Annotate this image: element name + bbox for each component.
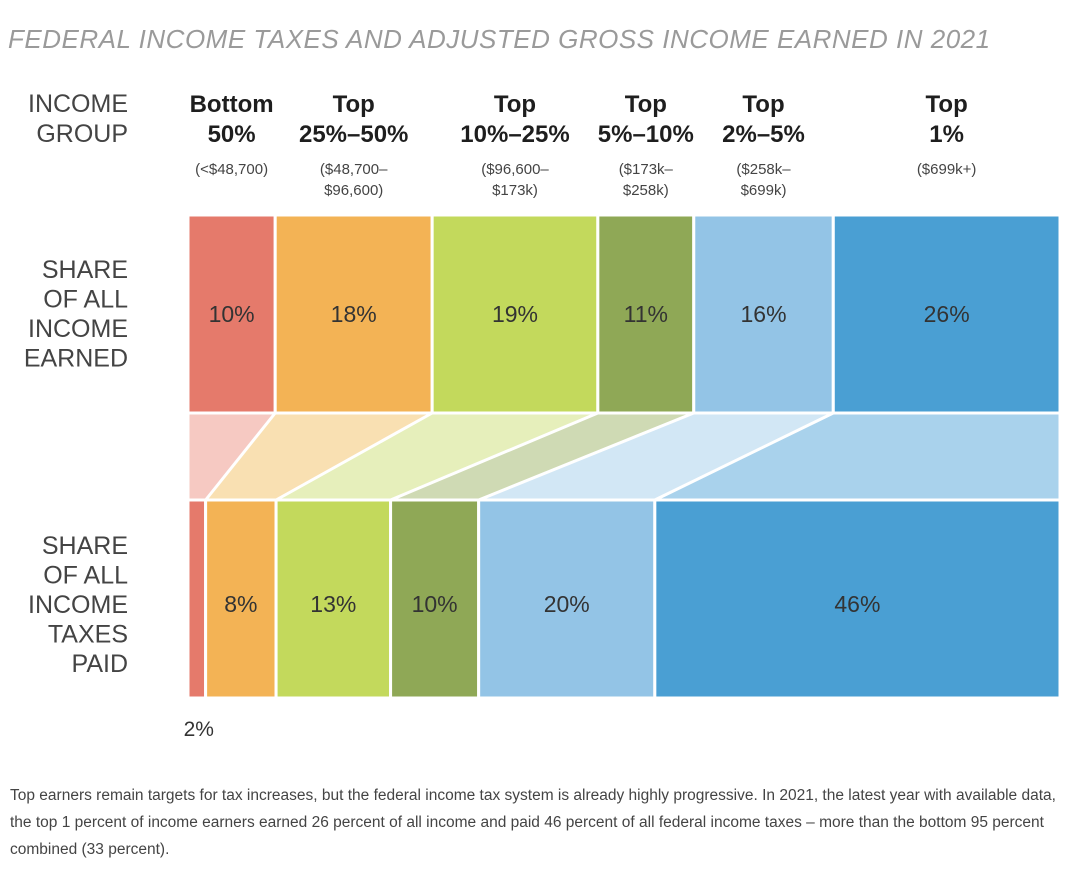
tax-bar-2 (204, 498, 278, 700)
group-name-label: 1% (929, 121, 964, 148)
income-group-header: GROUP (36, 120, 128, 148)
group-range-label: ($96,600– (481, 161, 549, 178)
tax-row-label: INCOME (28, 591, 128, 619)
group-range-label: $258k) (623, 182, 669, 199)
connector-separator (478, 411, 695, 502)
connector-2 (205, 413, 433, 500)
group-name-label: 2%–5% (722, 121, 805, 148)
connector-separator (275, 411, 433, 502)
group-name-label: Top (625, 91, 667, 118)
connector-4 (390, 413, 694, 500)
income-value-label: 19% (492, 301, 538, 327)
income-value-label: 11% (624, 301, 668, 327)
income-value-label: 10% (209, 301, 255, 327)
tax-row-label: PAID (72, 650, 129, 678)
group-name-label: Top (926, 91, 968, 118)
group-name-label: 50% (208, 121, 256, 148)
connector-separator (390, 411, 599, 502)
income-bar-1 (186, 213, 277, 415)
income-value-label: 16% (740, 301, 786, 327)
tax-value-label: 13% (310, 591, 356, 617)
connector-3 (276, 413, 598, 500)
connector-separator (204, 412, 277, 501)
income-bar-2 (273, 213, 434, 415)
group-name-label: Top (333, 91, 375, 118)
tax-value-label: 20% (544, 591, 590, 617)
group-name-label: Top (494, 91, 536, 118)
tax-row-label: TAXES (48, 621, 128, 649)
connector-6 (654, 413, 1060, 500)
group-name-label: 25%–50% (299, 121, 408, 148)
tax-value-label: 8% (224, 591, 257, 617)
income-bar-6 (831, 213, 1062, 415)
tax-bar-5 (477, 498, 657, 700)
income-row-label: INCOME (28, 315, 128, 343)
tax-value-label: 2% (184, 718, 214, 741)
connector-1 (188, 413, 276, 500)
group-name-label: 10%–25% (460, 121, 569, 148)
tax-row-label: OF ALL (43, 562, 128, 590)
income-row-label: EARNED (24, 345, 128, 373)
group-range-label: $173k) (492, 182, 538, 199)
group-range-label: ($258k– (736, 161, 791, 178)
income-value-label: 26% (924, 301, 970, 327)
group-name-label: Bottom (190, 91, 274, 118)
group-range-label: ($173k– (619, 161, 674, 178)
income-row-label: OF ALL (43, 286, 128, 314)
tax-bar-6 (653, 498, 1062, 700)
group-name-label: 5%–10% (598, 121, 694, 148)
group-range-label: $699k) (741, 182, 787, 199)
group-range-label: $96,600) (324, 182, 383, 199)
group-range-label: ($48,700– (320, 161, 388, 178)
connector-separator (654, 411, 834, 502)
tax-value-label: 46% (834, 591, 880, 617)
connector-5 (478, 413, 834, 500)
income-row-label: SHARE (42, 256, 128, 284)
chart-title: FEDERAL INCOME TAXES AND ADJUSTED GROSS … (8, 24, 991, 54)
income-bar-4 (596, 213, 696, 415)
tax-bar-1 (186, 498, 208, 700)
income-value-label: 18% (331, 301, 377, 327)
chart-caption: Top earners remain targets for tax incre… (10, 787, 1056, 858)
group-range-label: ($699k+) (917, 161, 977, 178)
income-bar-5 (692, 213, 835, 415)
tax-value-label: 10% (412, 591, 458, 617)
group-name-label: Top (742, 91, 784, 118)
group-range-label: (<$48,700) (195, 161, 268, 178)
tax-row-label: SHARE (42, 532, 128, 560)
income-group-header: INCOME (28, 90, 128, 118)
